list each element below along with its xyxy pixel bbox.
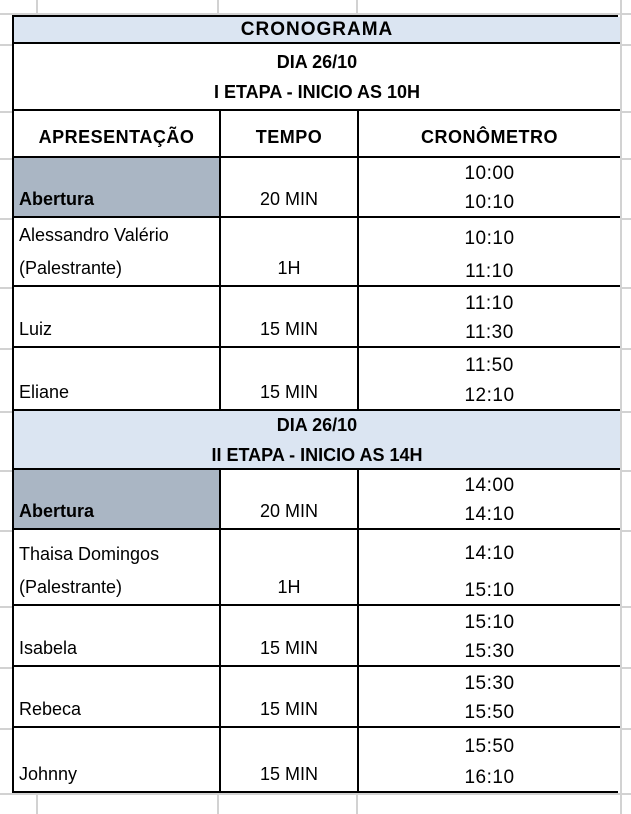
chrono-start: 15:10	[464, 611, 515, 633]
presenter-name: Thaisa Domingos	[19, 544, 160, 564]
time-value: 1H	[277, 577, 301, 597]
cell-chronometer[interactable]: 15:10 15:30	[359, 606, 620, 667]
cell-chronometer[interactable]: 11:10 11:30	[359, 287, 620, 348]
cell-presentation[interactable]: Johnny	[14, 728, 221, 791]
cell-presentation[interactable]: Thaisa Domingos (Palestrante)	[14, 530, 221, 606]
gridline-horizontal	[0, 793, 631, 795]
gridline-vertical	[620, 0, 622, 814]
chrono-end: 14:10	[464, 504, 515, 525]
cell-presentation[interactable]: Abertura	[14, 158, 221, 218]
time-value: 20 MIN	[259, 501, 319, 521]
chrono-end: 16:10	[464, 767, 515, 788]
chrono-start: 10:00	[464, 163, 515, 184]
chrono-start: 10:10	[464, 227, 515, 249]
chrono-end: 11:30	[465, 322, 514, 343]
chrono-start: 14:10	[464, 543, 515, 564]
column-header-label: APRESENTAÇÃO	[38, 127, 195, 147]
section2-header-cell[interactable]: DIA 26/10 II ETAPA - INICIO AS 14H	[14, 411, 620, 470]
chrono-end: 15:50	[464, 702, 515, 723]
section2-day: DIA 26/10	[276, 414, 358, 435]
chrono-start: 11:10	[465, 292, 514, 314]
cell-chronometer[interactable]: 15:50 16:10	[359, 728, 620, 791]
cell-chronometer[interactable]: 14:00 14:10	[359, 470, 620, 530]
cell-time[interactable]: 20 MIN	[221, 158, 359, 218]
time-value: 15 MIN	[259, 319, 319, 339]
cell-time[interactable]: 15 MIN	[221, 606, 359, 667]
table-title-cell[interactable]: CRONOGRAMA	[14, 17, 620, 44]
presenter-role: (Palestrante)	[19, 258, 123, 278]
cell-chronometer[interactable]: 11:50 12:10	[359, 348, 620, 411]
cell-presentation[interactable]: Isabela	[14, 606, 221, 667]
cell-chronometer[interactable]: 10:00 10:10	[359, 158, 620, 218]
cell-presentation[interactable]: Rebeca	[14, 667, 221, 728]
chrono-start: 11:50	[465, 354, 514, 376]
presenter-name: Alessandro Valério	[19, 225, 169, 245]
cell-chronometer[interactable]: 15:30 15:50	[359, 667, 620, 728]
column-header-tempo[interactable]: TEMPO	[221, 111, 359, 158]
time-value: 15 MIN	[259, 382, 319, 402]
cell-presentation[interactable]: Luiz	[14, 287, 221, 348]
cell-time[interactable]: 1H	[221, 218, 359, 287]
cell-time[interactable]: 20 MIN	[221, 470, 359, 530]
section2-stage: II ETAPA - INICIO AS 14H	[211, 444, 423, 465]
cell-time[interactable]: 1H	[221, 530, 359, 606]
cell-presentation[interactable]: Eliane	[14, 348, 221, 411]
time-value: 15 MIN	[259, 699, 319, 719]
table-title: CRONOGRAMA	[240, 18, 394, 40]
cell-time[interactable]: 15 MIN	[221, 348, 359, 411]
cell-time[interactable]: 15 MIN	[221, 728, 359, 791]
schedule-table: CRONOGRAMA DIA 26/10 I ETAPA - INICIO AS…	[12, 15, 620, 793]
presenter-role: (Palestrante)	[19, 577, 123, 597]
time-value: 15 MIN	[259, 638, 319, 658]
presenter-name: Rebeca	[19, 699, 82, 719]
section1-header-cell[interactable]: DIA 26/10 I ETAPA - INICIO AS 10H	[14, 44, 620, 111]
presenter-name: Eliane	[19, 382, 70, 402]
gridline-horizontal	[0, 13, 631, 15]
chrono-end: 15:10	[464, 580, 515, 601]
chrono-start: 15:50	[464, 735, 515, 757]
column-header-label: CRONÔMETRO	[421, 127, 558, 147]
chrono-start: 14:00	[464, 475, 515, 496]
column-header-label: TEMPO	[255, 127, 323, 147]
chrono-start: 15:30	[464, 672, 515, 694]
chrono-end: 10:10	[464, 192, 515, 213]
column-header-cronometro[interactable]: CRONÔMETRO	[359, 111, 620, 158]
time-value: 1H	[277, 258, 301, 278]
column-header-apresentacao[interactable]: APRESENTAÇÃO	[14, 111, 221, 158]
presenter-name: Luiz	[19, 319, 53, 339]
time-value: 15 MIN	[259, 764, 319, 784]
chrono-end: 15:30	[464, 641, 515, 662]
presenter-name: Abertura	[19, 501, 95, 521]
cell-chronometer[interactable]: 10:10 11:10	[359, 218, 620, 287]
cell-time[interactable]: 15 MIN	[221, 287, 359, 348]
presenter-name: Johnny	[19, 764, 78, 784]
section1-day: DIA 26/10	[276, 51, 358, 72]
time-value: 20 MIN	[259, 189, 319, 209]
presenter-name: Isabela	[19, 638, 78, 658]
chrono-end: 12:10	[464, 385, 515, 406]
chrono-end: 11:10	[465, 261, 514, 282]
cell-chronometer[interactable]: 14:10 15:10	[359, 530, 620, 606]
presenter-name: Abertura	[19, 189, 95, 209]
section1-stage: I ETAPA - INICIO AS 10H	[213, 81, 421, 102]
cell-presentation[interactable]: Abertura	[14, 470, 221, 530]
cell-time[interactable]: 15 MIN	[221, 667, 359, 728]
cell-presentation[interactable]: Alessandro Valério (Palestrante)	[14, 218, 221, 287]
